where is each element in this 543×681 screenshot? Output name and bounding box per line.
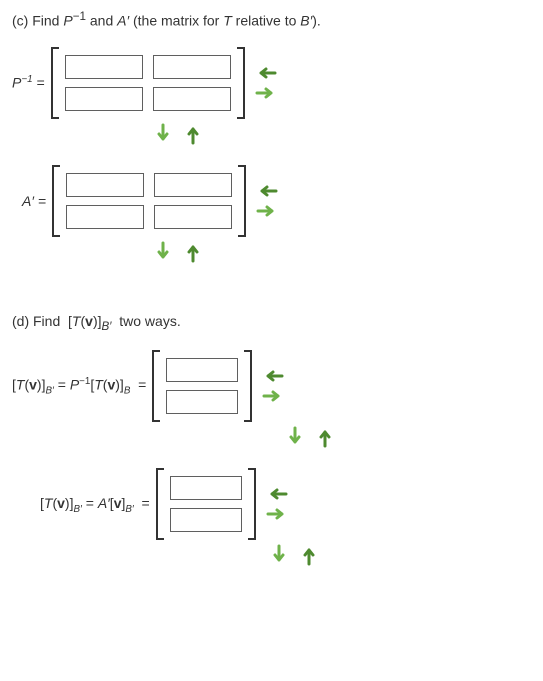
shrink-rows-icon[interactable]	[314, 430, 336, 444]
expand-cols-icon[interactable]	[256, 204, 278, 218]
tvb2-cell-0[interactable]	[170, 476, 242, 500]
tvb1-cell-0[interactable]	[166, 358, 238, 382]
tvb-eq1-matrix	[152, 350, 252, 422]
aprime-cell-0-1[interactable]	[154, 173, 232, 197]
pinv-cell-1-0[interactable]	[65, 87, 143, 111]
aprime-cell-1-1[interactable]	[154, 205, 232, 229]
expand-cols-icon[interactable]	[262, 389, 284, 403]
expand-rows-icon[interactable]	[284, 430, 306, 444]
bracket-left-icon	[52, 165, 60, 237]
pinv-cell-0-0[interactable]	[65, 55, 143, 79]
aprime-cell-1-0[interactable]	[66, 205, 144, 229]
pinv-row: P−1 =	[12, 47, 531, 119]
bracket-left-icon	[156, 468, 164, 540]
tvb2-cell-1[interactable]	[170, 508, 242, 532]
bracket-left-icon	[51, 47, 59, 119]
tvb1-cell-1[interactable]	[166, 390, 238, 414]
expand-cols-icon[interactable]	[266, 507, 288, 521]
tvb-eq1-label: [T(v)]B′ = P−1[T(v)]B =	[12, 376, 152, 396]
bracket-right-icon	[238, 165, 246, 237]
shrink-cols-icon[interactable]	[262, 369, 284, 383]
part-d-prompt: (d) Find [T(v)]B′ two ways.	[12, 313, 531, 333]
tvb-eq2-matrix	[156, 468, 256, 540]
shrink-cols-icon[interactable]	[256, 184, 278, 198]
shrink-cols-icon[interactable]	[255, 66, 277, 80]
pinv-cell-1-1[interactable]	[153, 87, 231, 111]
expand-rows-icon[interactable]	[152, 245, 174, 259]
part-c-prompt: (c) Find P−1 and A′ (the matrix for T re…	[12, 10, 531, 29]
expand-cols-icon[interactable]	[255, 86, 277, 100]
expand-rows-icon[interactable]	[268, 548, 290, 562]
shrink-rows-icon[interactable]	[182, 245, 204, 259]
bracket-right-icon	[237, 47, 245, 119]
aprime-cell-0-0[interactable]	[66, 173, 144, 197]
pinv-matrix	[51, 47, 245, 119]
shrink-rows-icon[interactable]	[182, 127, 204, 141]
tvb-eq2-row: [T(v)]B′ = A′[v]B′ =	[12, 468, 531, 540]
aprime-matrix	[52, 165, 246, 237]
pinv-label: P−1 =	[12, 74, 51, 91]
tvb-eq1-row: [T(v)]B′ = P−1[T(v)]B =	[12, 350, 531, 422]
aprime-row: A′ =	[12, 165, 531, 237]
bracket-left-icon	[152, 350, 160, 422]
bracket-right-icon	[244, 350, 252, 422]
expand-rows-icon[interactable]	[152, 127, 174, 141]
aprime-label: A′ =	[12, 193, 52, 209]
tvb-eq2-label: [T(v)]B′ = A′[v]B′ =	[40, 495, 156, 515]
bracket-right-icon	[248, 468, 256, 540]
shrink-rows-icon[interactable]	[298, 548, 320, 562]
shrink-cols-icon[interactable]	[266, 487, 288, 501]
pinv-cell-0-1[interactable]	[153, 55, 231, 79]
